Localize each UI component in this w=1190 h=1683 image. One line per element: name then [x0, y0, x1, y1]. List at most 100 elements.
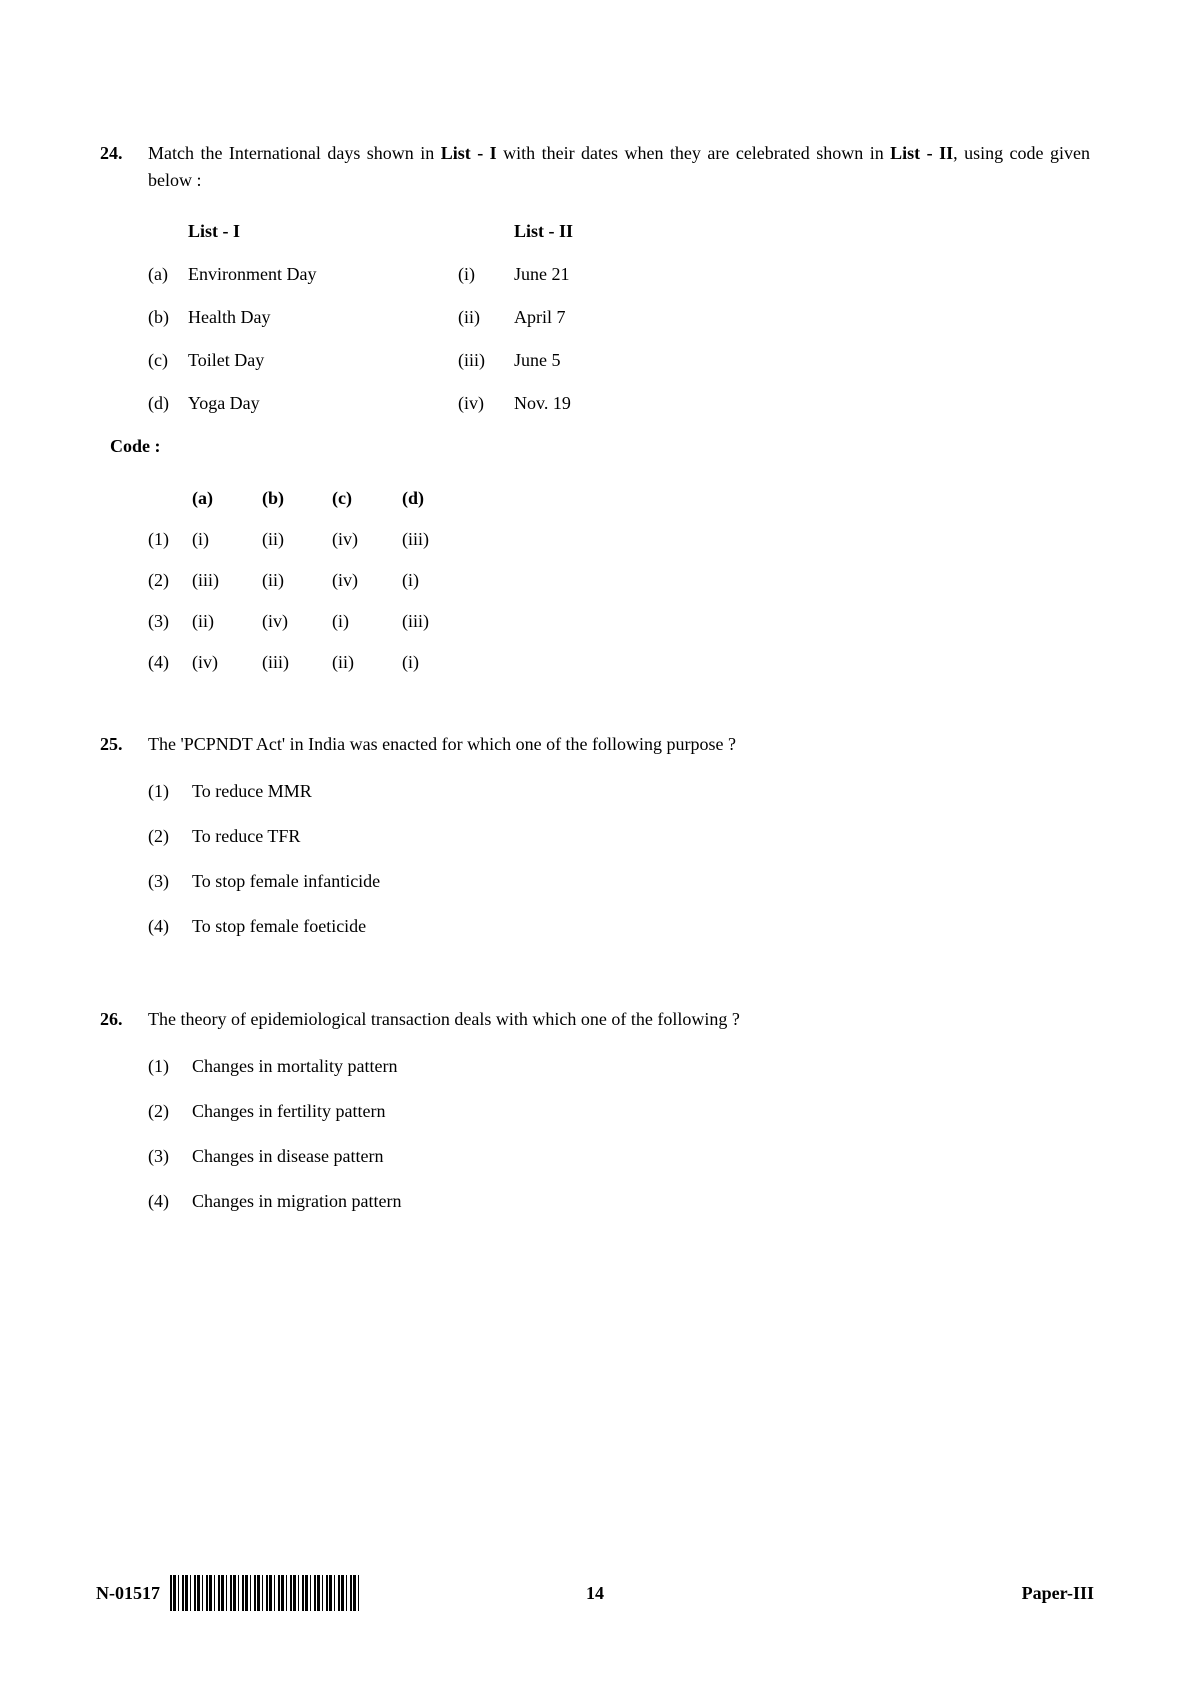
list-row: (d) Yoga Day (iv) Nov. 19 — [148, 390, 1090, 417]
list2-value: Nov. 19 — [514, 390, 571, 417]
text-segment: with their dates when they are celebrate… — [497, 143, 891, 163]
option-number: (1) — [148, 778, 192, 805]
option-number: (2) — [148, 823, 192, 850]
list2-value: June 21 — [514, 261, 570, 288]
code-label: Code : — [110, 433, 1090, 460]
code-val: (ii) — [192, 601, 262, 642]
option-number: (3) — [148, 868, 192, 895]
list2-key: (i) — [458, 261, 514, 288]
option-row: (3) To stop female infanticide — [148, 868, 1090, 895]
code-val: (iv) — [262, 601, 332, 642]
list-headers: List - I List - II — [148, 218, 1090, 245]
question-body: Match the International days shown in Li… — [148, 140, 1090, 683]
code-option-row: (2) (iii) (ii) (iv) (i) — [148, 560, 472, 601]
match-lists: List - I List - II (a) Environment Day (… — [148, 218, 1090, 417]
option-text: Changes in mortality pattern — [192, 1053, 1090, 1080]
code-val: (iv) — [192, 642, 262, 683]
options-list: (1) Changes in mortality pattern (2) Cha… — [148, 1053, 1090, 1215]
question-25: 25. The 'PCPNDT Act' in India was enacte… — [100, 731, 1090, 958]
code-col-d: (d) — [402, 478, 472, 519]
list-row: (c) Toilet Day (iii) June 5 — [148, 347, 1090, 374]
code-val: (i) — [332, 601, 402, 642]
option-text: To stop female foeticide — [192, 913, 1090, 940]
question-24: 24. Match the International days shown i… — [100, 140, 1090, 683]
question-26: 26. The theory of epidemiological transa… — [100, 1006, 1090, 1233]
option-number: (2) — [148, 1098, 192, 1125]
text-segment: Match the International days shown in — [148, 143, 441, 163]
option-text: To reduce MMR — [192, 778, 1090, 805]
page-number: 14 — [586, 1580, 604, 1607]
question-number: 26. — [100, 1006, 148, 1233]
code-header-row: (a) (b) (c) (d) — [148, 478, 472, 519]
question-number: 25. — [100, 731, 148, 958]
code-val: (i) — [192, 519, 262, 560]
list1-value: Yoga Day — [188, 390, 458, 417]
option-text: Changes in migration pattern — [192, 1188, 1090, 1215]
list2-key: (ii) — [458, 304, 514, 331]
option-number: (1) — [148, 1053, 192, 1080]
option-row: (4) Changes in migration pattern — [148, 1188, 1090, 1215]
code-val: (iii) — [262, 642, 332, 683]
option-number: (4) — [148, 1188, 192, 1215]
list2-value: June 5 — [514, 347, 561, 374]
list2-ref: List - II — [890, 143, 953, 163]
option-number: (3) — [148, 1143, 192, 1170]
list1-value: Environment Day — [188, 261, 458, 288]
code-option-row: (4) (iv) (iii) (ii) (i) — [148, 642, 472, 683]
list1-key: (d) — [148, 390, 188, 417]
option-text: To reduce TFR — [192, 823, 1090, 850]
question-text: The theory of epidemiological transactio… — [148, 1006, 1090, 1033]
code-col-a: (a) — [192, 478, 262, 519]
list1-ref: List - I — [441, 143, 497, 163]
option-number: (4) — [148, 642, 192, 683]
list1-key: (a) — [148, 261, 188, 288]
question-number: 24. — [100, 140, 148, 683]
question-text: Match the International days shown in Li… — [148, 140, 1090, 194]
code-val: (ii) — [262, 560, 332, 601]
question-body: The 'PCPNDT Act' in India was enacted fo… — [148, 731, 1090, 958]
footer-left: N-01517 — [96, 1575, 360, 1611]
option-text: Changes in disease pattern — [192, 1143, 1090, 1170]
option-row: (4) To stop female foeticide — [148, 913, 1090, 940]
code-val: (iii) — [402, 601, 472, 642]
code-val: (ii) — [332, 642, 402, 683]
option-text: To stop female infanticide — [192, 868, 1090, 895]
list2-key: (iv) — [458, 390, 514, 417]
code-val: (iv) — [332, 519, 402, 560]
question-body: The theory of epidemiological transactio… — [148, 1006, 1090, 1233]
list-row: (b) Health Day (ii) April 7 — [148, 304, 1090, 331]
code-col-c: (c) — [332, 478, 402, 519]
option-number: (2) — [148, 560, 192, 601]
list1-value: Toilet Day — [188, 347, 458, 374]
option-text: Changes in fertility pattern — [192, 1098, 1090, 1125]
list-row: (a) Environment Day (i) June 21 — [148, 261, 1090, 288]
barcode-icon — [170, 1575, 360, 1611]
code-val: (iii) — [402, 519, 472, 560]
code-option-row: (1) (i) (ii) (iv) (iii) — [148, 519, 472, 560]
code-val: (i) — [402, 560, 472, 601]
option-number: (1) — [148, 519, 192, 560]
page-footer: N-01517 14 Paper-III — [96, 1575, 1094, 1611]
code-val: (iii) — [192, 560, 262, 601]
option-number: (4) — [148, 913, 192, 940]
option-row: (3) Changes in disease pattern — [148, 1143, 1090, 1170]
code-val: (ii) — [262, 519, 332, 560]
code-option-row: (3) (ii) (iv) (i) (iii) — [148, 601, 472, 642]
list2-header: List - II — [514, 218, 573, 245]
paper-label: Paper-III — [1022, 1580, 1094, 1607]
list1-header: List - I — [188, 218, 458, 245]
option-number: (3) — [148, 601, 192, 642]
option-row: (2) To reduce TFR — [148, 823, 1090, 850]
list1-key: (b) — [148, 304, 188, 331]
option-row: (1) Changes in mortality pattern — [148, 1053, 1090, 1080]
option-row: (2) Changes in fertility pattern — [148, 1098, 1090, 1125]
code-val: (iv) — [332, 560, 402, 601]
list2-key: (iii) — [458, 347, 514, 374]
code-val: (i) — [402, 642, 472, 683]
code-col-b: (b) — [262, 478, 332, 519]
question-text: The 'PCPNDT Act' in India was enacted fo… — [148, 731, 1090, 758]
options-list: (1) To reduce MMR (2) To reduce TFR (3) … — [148, 778, 1090, 940]
paper-code: N-01517 — [96, 1580, 160, 1607]
list1-key: (c) — [148, 347, 188, 374]
code-table: (a) (b) (c) (d) (1) (i) (ii) (iv) (iii) … — [148, 478, 472, 683]
